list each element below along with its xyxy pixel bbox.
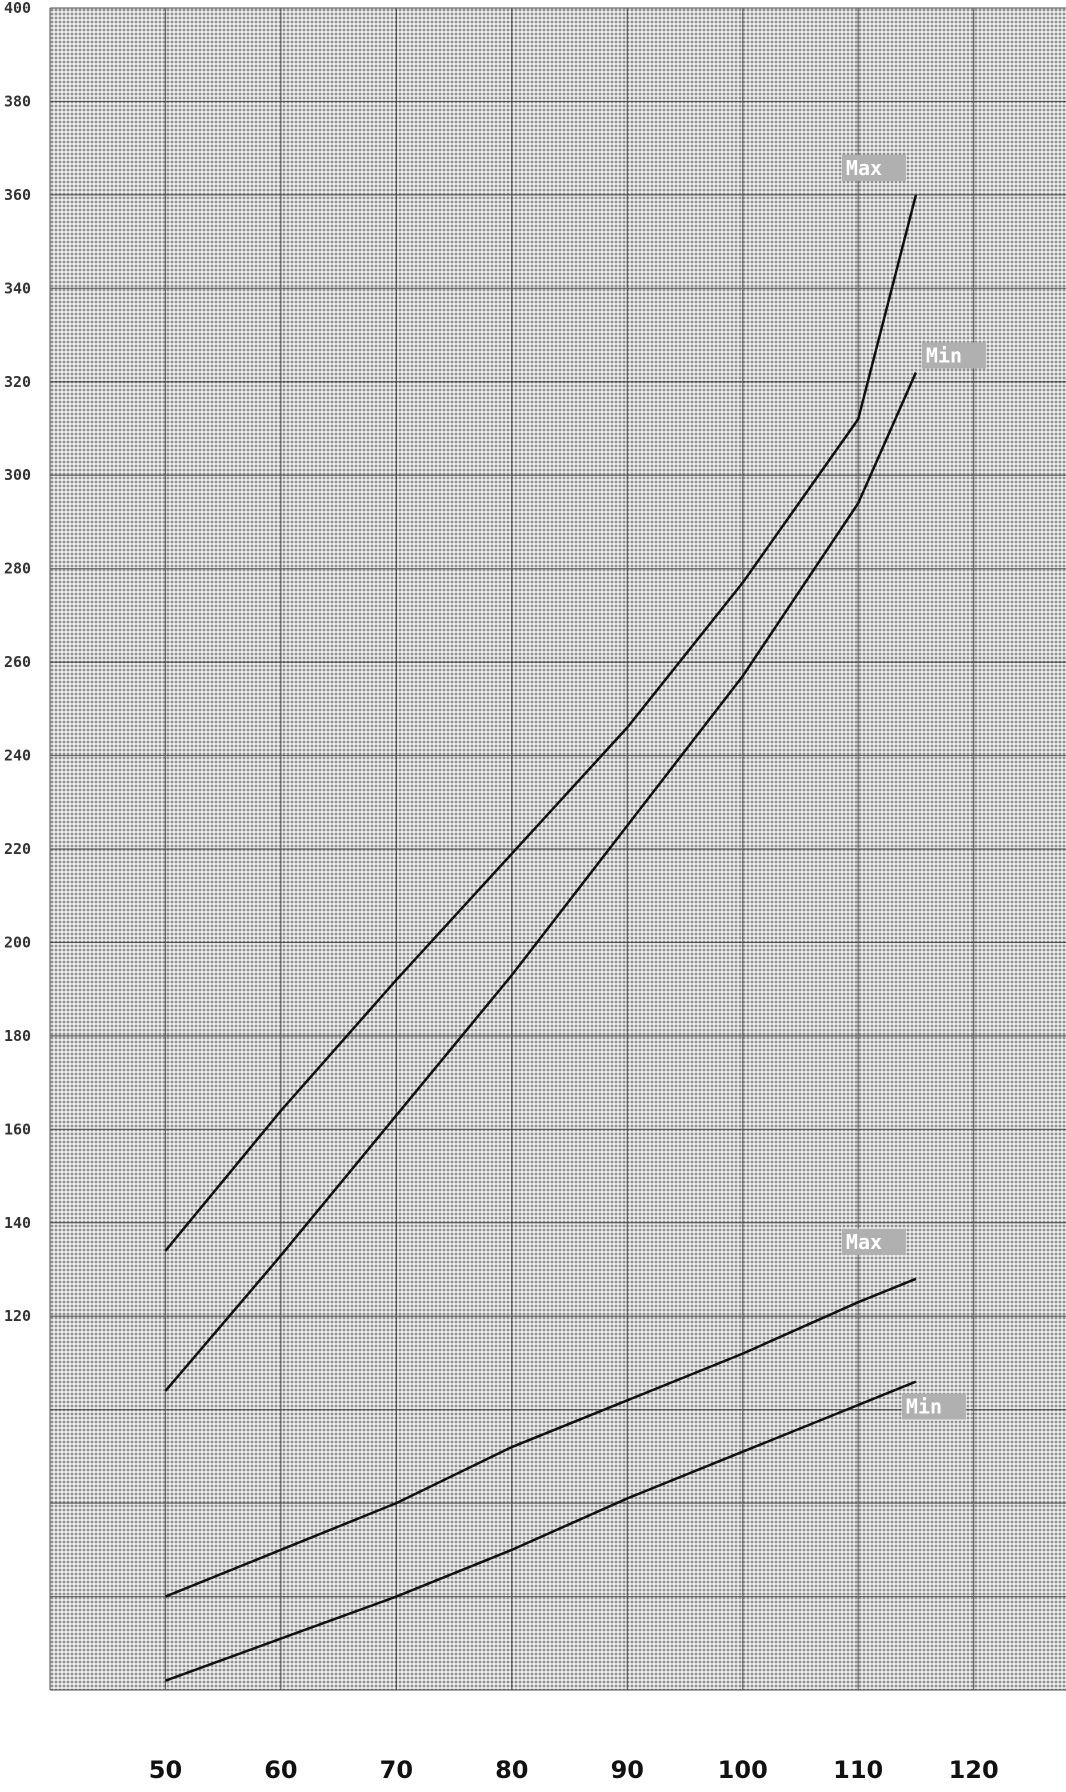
y-tick-label-260: 260 (4, 653, 31, 671)
x-tick-label-60: 60 (264, 1756, 297, 1784)
y-tick-label-120: 120 (4, 1307, 31, 1325)
series-line-2 (164, 1277, 917, 1598)
y-tick-label-180: 180 (4, 1027, 31, 1045)
y-tick-label-140: 140 (4, 1214, 31, 1232)
x-tick-label-50: 50 (149, 1756, 182, 1784)
x-axis-ticks: 50 60 70 80 90 100 110 120 (149, 1756, 999, 1784)
x-tick-label-70: 70 (380, 1756, 413, 1784)
series-label-text-1: Min (926, 343, 962, 367)
series-label-text-3: Min (906, 1395, 942, 1419)
series-label-text-2: Max (846, 1230, 882, 1254)
y-tick-label-200: 200 (4, 933, 31, 951)
y-tick-label-360: 360 (4, 186, 31, 204)
series-label-bg-0 (841, 154, 906, 181)
x-tick-label-90: 90 (611, 1756, 644, 1784)
x-tick-label-80: 80 (495, 1756, 528, 1784)
series-label-bg-2 (841, 1228, 906, 1255)
y-tick-label-340: 340 (4, 279, 31, 297)
y-tick-label-400: 400 (4, 0, 31, 17)
y-tick-label-220: 220 (4, 840, 31, 858)
series-layer (164, 194, 918, 1682)
y-tick-label-160: 160 (4, 1120, 31, 1138)
y-tick-label-280: 280 (4, 560, 31, 578)
y-tick-label-320: 320 (4, 373, 31, 391)
series-line-0 (164, 194, 918, 1252)
series-label-layer: Max Min Max Min (841, 154, 986, 1420)
x-tick-label-110: 110 (833, 1756, 883, 1784)
series-label-3: Min (901, 1393, 966, 1420)
y-tick-label-240: 240 (4, 747, 31, 765)
series-label-1: Min (921, 342, 986, 369)
major-gridlines (49, 7, 1066, 1691)
x-tick-label-100: 100 (718, 1756, 768, 1784)
grid-major (49, 7, 1066, 1691)
series-label-text-0: Max (846, 156, 882, 180)
y-tick-label-380: 380 (4, 92, 31, 110)
series-label-2: Max (841, 1228, 906, 1255)
x-tick-label-120: 120 (949, 1756, 999, 1784)
y-axis-ticks: 120 140 160 180 200 220 240 260 280 300 320 340 360 3… (4, 0, 31, 1325)
y-tick-label-300: 300 (4, 466, 31, 484)
series-label-0: Max (841, 154, 906, 181)
series-label-bg-3 (901, 1393, 966, 1420)
series-label-bg-1 (921, 342, 986, 369)
series-line-1 (164, 371, 918, 1392)
series-line-3 (165, 1380, 917, 1682)
